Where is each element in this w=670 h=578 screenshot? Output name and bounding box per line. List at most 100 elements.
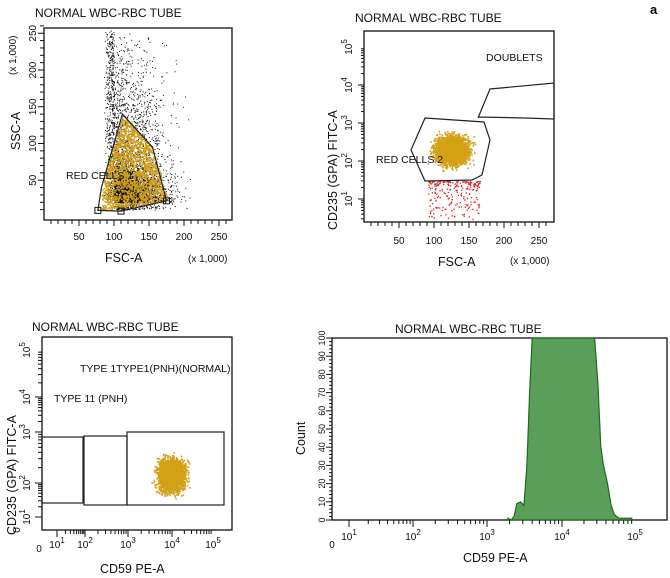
event-dot (127, 63, 129, 65)
event-dot (171, 173, 173, 175)
event-dot (113, 96, 115, 98)
event-dot (114, 193, 116, 195)
event-dot (109, 97, 111, 99)
event-dot (120, 38, 122, 40)
event-dot (129, 111, 131, 113)
event-dot (112, 101, 114, 103)
red-cell-dot (131, 134, 133, 136)
event-dot (118, 154, 120, 156)
event-dot (136, 110, 138, 112)
red-cell-dot (101, 208, 104, 210)
event-dot (128, 61, 130, 63)
event-dot (126, 190, 128, 192)
event-dot (164, 189, 166, 191)
event-dot (127, 95, 129, 97)
event-dot (109, 35, 111, 37)
red-cell-dot (143, 170, 146, 173)
red-cell-dot (158, 188, 161, 190)
event-dot (147, 180, 149, 182)
event-dot (132, 189, 134, 191)
event-dot (116, 135, 118, 137)
red-cell-dot (130, 205, 133, 208)
event-dot (124, 78, 126, 80)
event-dot (110, 134, 112, 136)
event-dot (137, 167, 139, 169)
event-dot (121, 58, 123, 60)
event-dot (127, 170, 129, 172)
event-dot (126, 197, 128, 199)
event-dot (144, 194, 146, 196)
red-cell-dot (121, 120, 124, 122)
event-dot (133, 199, 135, 201)
event-dot (129, 182, 131, 184)
event-dot (141, 207, 143, 209)
event-dot (110, 191, 112, 193)
event-dot (108, 94, 110, 96)
event-dot (177, 190, 179, 192)
event-dot (131, 173, 133, 175)
event-dot (108, 54, 110, 56)
event-dot (115, 188, 117, 190)
event-dot (146, 201, 148, 203)
event-dot (112, 108, 114, 110)
event-dot (177, 147, 179, 149)
event-dot (142, 168, 144, 170)
event-dot (169, 198, 171, 200)
red-cell-dot (140, 180, 143, 183)
event-dot (145, 127, 147, 129)
event-dot (107, 115, 109, 117)
event-dot (138, 95, 140, 97)
event-dot (129, 205, 131, 207)
event-dot (150, 201, 152, 203)
event-dot (139, 90, 141, 92)
event-dot (156, 143, 158, 145)
event-dot (109, 60, 111, 62)
event-dot (137, 201, 139, 203)
event-dot (127, 189, 129, 191)
event-dot (119, 191, 121, 193)
red-cell-dot (157, 186, 160, 188)
event-dot (117, 99, 119, 101)
event-dot (109, 148, 111, 150)
red-cell-dot (149, 184, 152, 186)
red-cell-dot (114, 151, 116, 154)
red-cell-dot (110, 201, 113, 204)
event-dot (130, 201, 132, 203)
event-dot (132, 179, 134, 181)
event-dot (119, 176, 121, 178)
event-dot (130, 184, 132, 186)
event-dot (119, 105, 121, 107)
event-dot (136, 177, 138, 179)
event-dot (157, 147, 159, 149)
event-dot (114, 194, 116, 196)
event-dot (143, 128, 145, 130)
event-dot (129, 199, 131, 201)
event-dot (132, 196, 134, 198)
event-dot (134, 194, 136, 196)
event-dot (170, 200, 172, 202)
event-dot (154, 143, 156, 145)
event-dot (112, 188, 114, 190)
event-dot (167, 179, 169, 181)
event-dot (153, 197, 155, 199)
event-dot (108, 76, 110, 78)
red-cell-dot (132, 149, 134, 152)
event-dot (108, 91, 110, 93)
event-dot (136, 176, 138, 178)
event-dot (112, 60, 114, 62)
event-dot (156, 206, 158, 208)
event-dot (130, 87, 132, 89)
event-dot (144, 101, 146, 103)
red-cell-dot (134, 172, 137, 174)
event-dot (120, 127, 122, 129)
event-dot (115, 180, 117, 182)
event-dot (152, 196, 154, 198)
event-dot (136, 164, 138, 166)
event-dot (113, 55, 115, 57)
event-dot (126, 189, 128, 191)
event-dot (108, 119, 110, 121)
event-dot (130, 108, 132, 110)
event-dot (137, 134, 139, 136)
event-dot (189, 197, 191, 199)
event-dot (137, 179, 139, 181)
